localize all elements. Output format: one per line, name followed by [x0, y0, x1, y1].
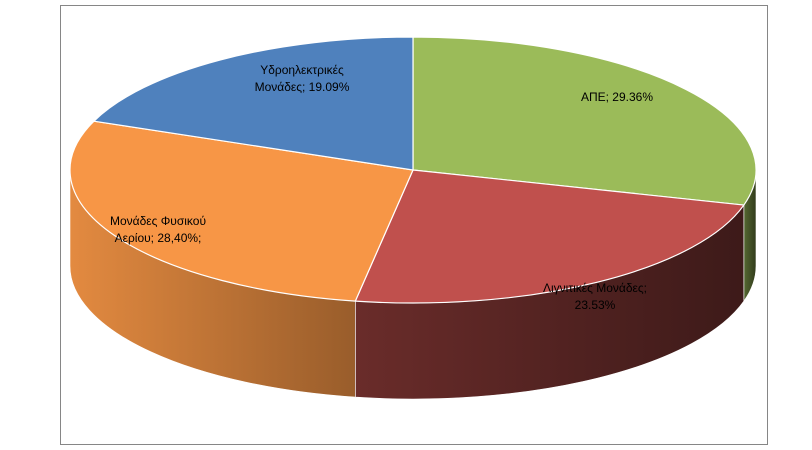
data-label-lignite: Λιγνιτικές Μονάδες; 23.53%: [543, 281, 647, 312]
pie-slice-lignite: [354, 169, 745, 304]
pie-side-walls: [69, 169, 757, 400]
pie-slice-gas: [69, 120, 414, 302]
data-label-gas: Μονάδες Φυσικού Αερίου; 28,40%;: [110, 214, 206, 245]
data-label-line: Μονάδες; 19.09%: [255, 80, 350, 94]
pie-labels: ΑΠΕ; 29.36% Λιγνιτικές Μονάδες; 23.53% Μονά…: [110, 63, 653, 312]
data-label-line: Υδροηλεκτρικές: [260, 63, 344, 77]
pie-slice-hydro: [93, 36, 414, 171]
pie-slice-ape: [412, 36, 757, 206]
data-label-line: Μονάδες Φυσικού: [110, 214, 206, 228]
data-label-ape: ΑΠΕ; 29.36%: [581, 90, 653, 104]
data-label-line: ΑΠΕ; 29.36%: [581, 90, 653, 104]
data-label-line: 23.53%: [575, 298, 616, 312]
data-label-line: Αερίου; 28,40%;: [115, 231, 202, 245]
data-label-hydro: Υδροηλεκτρικές Μονάδες; 19.09%: [255, 63, 350, 94]
data-label-line: Λιγνιτικές Μονάδες;: [543, 281, 647, 295]
pie-top-face: [69, 36, 757, 304]
